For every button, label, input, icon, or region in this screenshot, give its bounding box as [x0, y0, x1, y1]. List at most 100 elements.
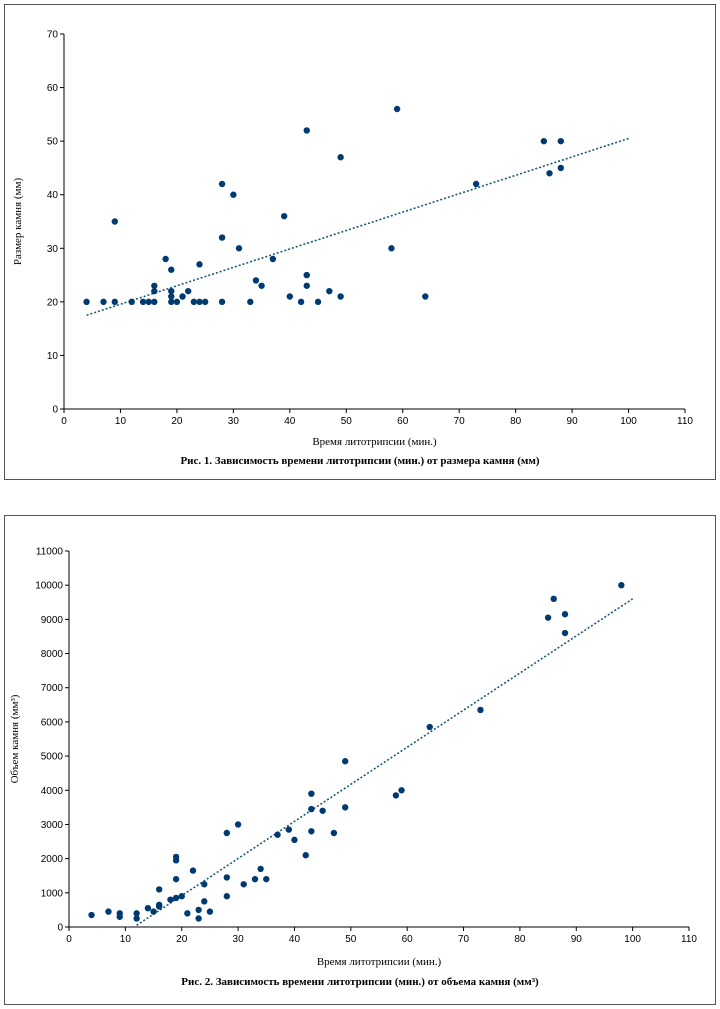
x-tick-label: 100	[624, 934, 641, 945]
x-tick-label: 20	[171, 416, 183, 427]
data-point	[297, 298, 305, 306]
data-point	[330, 829, 338, 837]
data-point	[83, 298, 90, 306]
data-point	[274, 831, 281, 838]
data-point	[128, 298, 135, 306]
data-point	[133, 915, 140, 922]
data-point	[201, 881, 208, 888]
data-point	[337, 293, 344, 300]
y-tick-label: 10000	[35, 581, 63, 592]
data-point	[218, 298, 226, 306]
x-tick-label: 110	[681, 934, 697, 945]
data-point	[168, 287, 175, 295]
scatter-chart-size: 0 10 20 30 40 50 60 70 80 90 100 110 0 10 20 30 40 50 60 70…	[12, 30, 693, 449]
scatter-chart-volume: 0 10 20 30 40 50 60 70 80 90 100 110 0 1000 2000 3000 40…	[9, 547, 697, 969]
data-point	[561, 611, 569, 618]
x-tick-label: 20	[176, 934, 188, 945]
data-point	[561, 629, 569, 637]
data-point	[172, 857, 180, 864]
data-point	[234, 821, 242, 828]
y-axis-label: Объем камня (мм³)	[9, 694, 21, 783]
x-tick-label: 0	[66, 934, 72, 945]
data-point	[145, 298, 152, 306]
data-point	[540, 137, 548, 145]
data-point	[116, 913, 123, 920]
data-point	[88, 911, 95, 919]
y-tick-label: 10	[47, 351, 59, 362]
data-point	[150, 908, 157, 915]
data-point	[173, 298, 181, 306]
x-tick-label: 30	[233, 934, 245, 945]
x-tick-label: 0	[61, 416, 67, 427]
data-point	[168, 298, 175, 306]
figure-caption: Рис. 2. Зависимость времени литотрипсии …	[181, 976, 539, 988]
data-point	[196, 261, 203, 268]
y-axis-label: Размер камня (мм)	[12, 178, 24, 266]
data-point	[223, 893, 231, 900]
data-point	[308, 828, 315, 835]
x-tick-label: 70	[454, 416, 466, 427]
data-point	[139, 298, 147, 306]
y-tick-label: 1000	[41, 888, 64, 899]
x-tick-label: 90	[571, 934, 583, 945]
data-point	[162, 255, 169, 263]
y-tick-label: 2000	[41, 854, 64, 865]
x-tick-label: 80	[510, 416, 522, 427]
data-point	[263, 875, 270, 883]
y-tick-label: 6000	[41, 717, 64, 728]
data-point	[472, 180, 480, 188]
data-point	[302, 852, 309, 859]
data-point	[133, 910, 140, 917]
x-tick-label: 50	[345, 934, 357, 945]
data-point	[314, 298, 322, 306]
y-tick-label: 40	[47, 190, 59, 201]
x-tick-label: 40	[284, 416, 296, 427]
data-point	[155, 886, 163, 893]
data-point	[195, 906, 202, 914]
data-point	[201, 298, 209, 306]
x-tick-label: 70	[458, 934, 470, 945]
x-tick-label: 50	[341, 416, 353, 427]
data-point	[240, 881, 247, 888]
data-point	[151, 287, 158, 295]
data-point	[189, 867, 197, 874]
y-tick-label: 60	[47, 83, 59, 94]
data-point	[326, 287, 333, 295]
data-point	[285, 826, 293, 833]
y-tick-label: 0	[57, 923, 63, 934]
data-point	[308, 805, 315, 813]
x-tick-label: 10	[115, 416, 127, 427]
y-tick-label: 11000	[36, 547, 64, 558]
data-point	[398, 787, 405, 794]
y-tick-label: 50	[47, 137, 59, 148]
data-point	[247, 298, 254, 306]
data-point	[392, 792, 400, 799]
y-tick-label: 0	[52, 405, 58, 416]
data-point	[303, 271, 310, 279]
x-axis-label: Время литотрипсии (мин.)	[317, 956, 442, 968]
y-tick-label: 8000	[41, 649, 64, 660]
data-point	[269, 255, 277, 263]
data-point	[111, 298, 119, 306]
x-tick-label: 30	[228, 416, 240, 427]
data-point	[303, 127, 310, 134]
x-axis-label: Время литотрипсии (мин.)	[312, 436, 437, 448]
data-point	[341, 804, 349, 811]
x-tick-label: 90	[567, 416, 579, 427]
y-tick-label: 20	[47, 297, 59, 308]
data-point	[179, 293, 186, 300]
data-point	[230, 191, 237, 198]
data-point	[557, 164, 564, 172]
x-tick-label: 40	[289, 934, 301, 945]
data-point	[477, 706, 484, 714]
data-point	[544, 614, 552, 621]
data-point	[235, 245, 243, 252]
data-point	[550, 595, 557, 603]
y-tick-label: 70	[47, 30, 59, 41]
figure-caption: Рис. 1. Зависимость времени литотрипсии …	[180, 455, 540, 467]
data-point	[151, 298, 158, 306]
data-point	[303, 282, 310, 289]
data-point	[218, 180, 226, 188]
data-point	[341, 758, 349, 765]
data-point	[184, 910, 191, 917]
